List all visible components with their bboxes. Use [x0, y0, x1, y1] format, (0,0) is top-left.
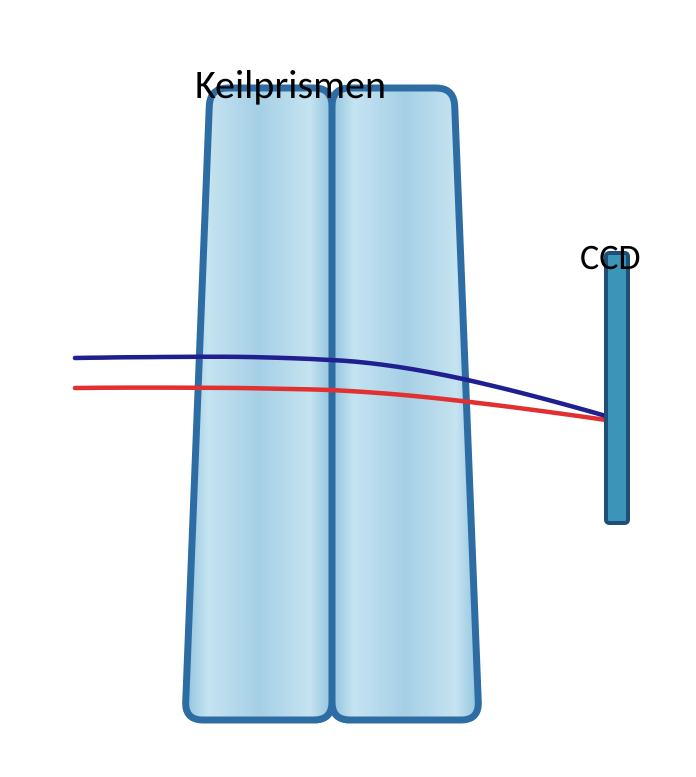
- ccd-detector: [606, 253, 628, 523]
- wedge-prism-left: [186, 88, 332, 720]
- diagram-root: Keilprismen CCD: [0, 0, 696, 777]
- wedge-prism-right: [332, 88, 478, 720]
- label-ccd: CCD: [580, 235, 641, 279]
- label-keilprismen: Keilprismen: [195, 60, 386, 109]
- optics-diagram-svg: [0, 0, 696, 777]
